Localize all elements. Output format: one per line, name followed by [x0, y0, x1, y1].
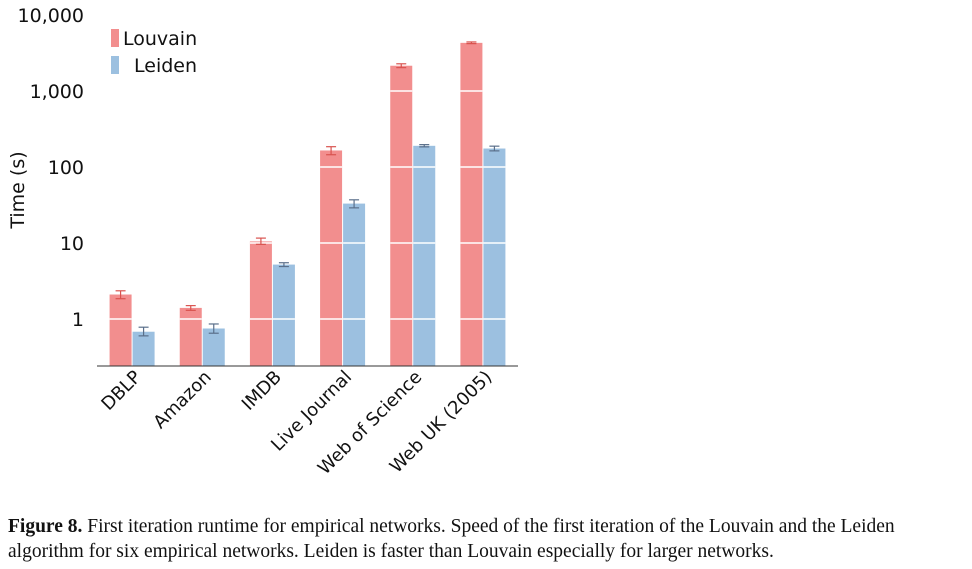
x-category-label: DBLP	[97, 367, 145, 415]
legend-swatch-louvain	[111, 29, 119, 47]
error-bar-louvain-1	[115, 290, 126, 300]
error-bar-leiden-4	[349, 199, 360, 209]
bars	[109, 42, 506, 367]
error-bar-louvain-4	[326, 146, 337, 156]
bar-leiden-3	[272, 264, 295, 366]
error-bar-louvain-5	[396, 63, 407, 69]
y-tick-label: 100	[48, 157, 84, 179]
x-category-label: Amazon	[149, 367, 215, 433]
y-tick-label: 1,000	[30, 81, 84, 103]
legend: Louvain Leiden	[111, 28, 197, 77]
error-bar-leiden-6	[489, 145, 500, 152]
bar-louvain-3	[249, 241, 272, 366]
legend-label-louvain: Louvain	[123, 28, 197, 50]
bar-louvain-1	[109, 294, 132, 366]
bar-louvain-6	[460, 42, 483, 367]
legend-label-leiden: Leiden	[134, 55, 197, 77]
bar-leiden-6	[483, 148, 506, 366]
bar-louvain-4	[320, 150, 343, 366]
error-bar-leiden-1	[138, 326, 149, 337]
y-axis-title: Time (s)	[7, 151, 29, 229]
figure-caption: Figure 8. First iteration runtime for em…	[8, 514, 966, 564]
y-tick-label: 10	[60, 233, 84, 255]
caption-text: First iteration runtime for empirical ne…	[8, 516, 895, 562]
bar-louvain-5	[390, 65, 413, 366]
legend-swatch-leiden	[111, 56, 119, 74]
error-bar-leiden-3	[278, 262, 289, 268]
bar-leiden-5	[413, 145, 436, 366]
caption-label: Figure 8.	[8, 516, 83, 537]
bar-leiden-4	[343, 203, 366, 366]
bar-louvain-2	[179, 307, 202, 366]
y-axis-ticks: 1 10 100 1,000 10,000	[18, 5, 84, 331]
error-bars	[115, 41, 500, 337]
y-tick-label: 10,000	[18, 5, 84, 27]
error-bar-louvain-3	[255, 237, 266, 245]
error-bar-leiden-5	[419, 144, 430, 148]
bar-leiden-1	[132, 331, 155, 366]
x-category-label: IMDB	[238, 367, 286, 415]
error-bar-louvain-6	[466, 41, 477, 45]
error-bar-leiden-2	[208, 323, 219, 334]
y-tick-label: 1	[72, 309, 84, 331]
error-bar-louvain-2	[185, 305, 196, 311]
gridlines	[109, 90, 506, 320]
bar-leiden-2	[202, 328, 225, 366]
